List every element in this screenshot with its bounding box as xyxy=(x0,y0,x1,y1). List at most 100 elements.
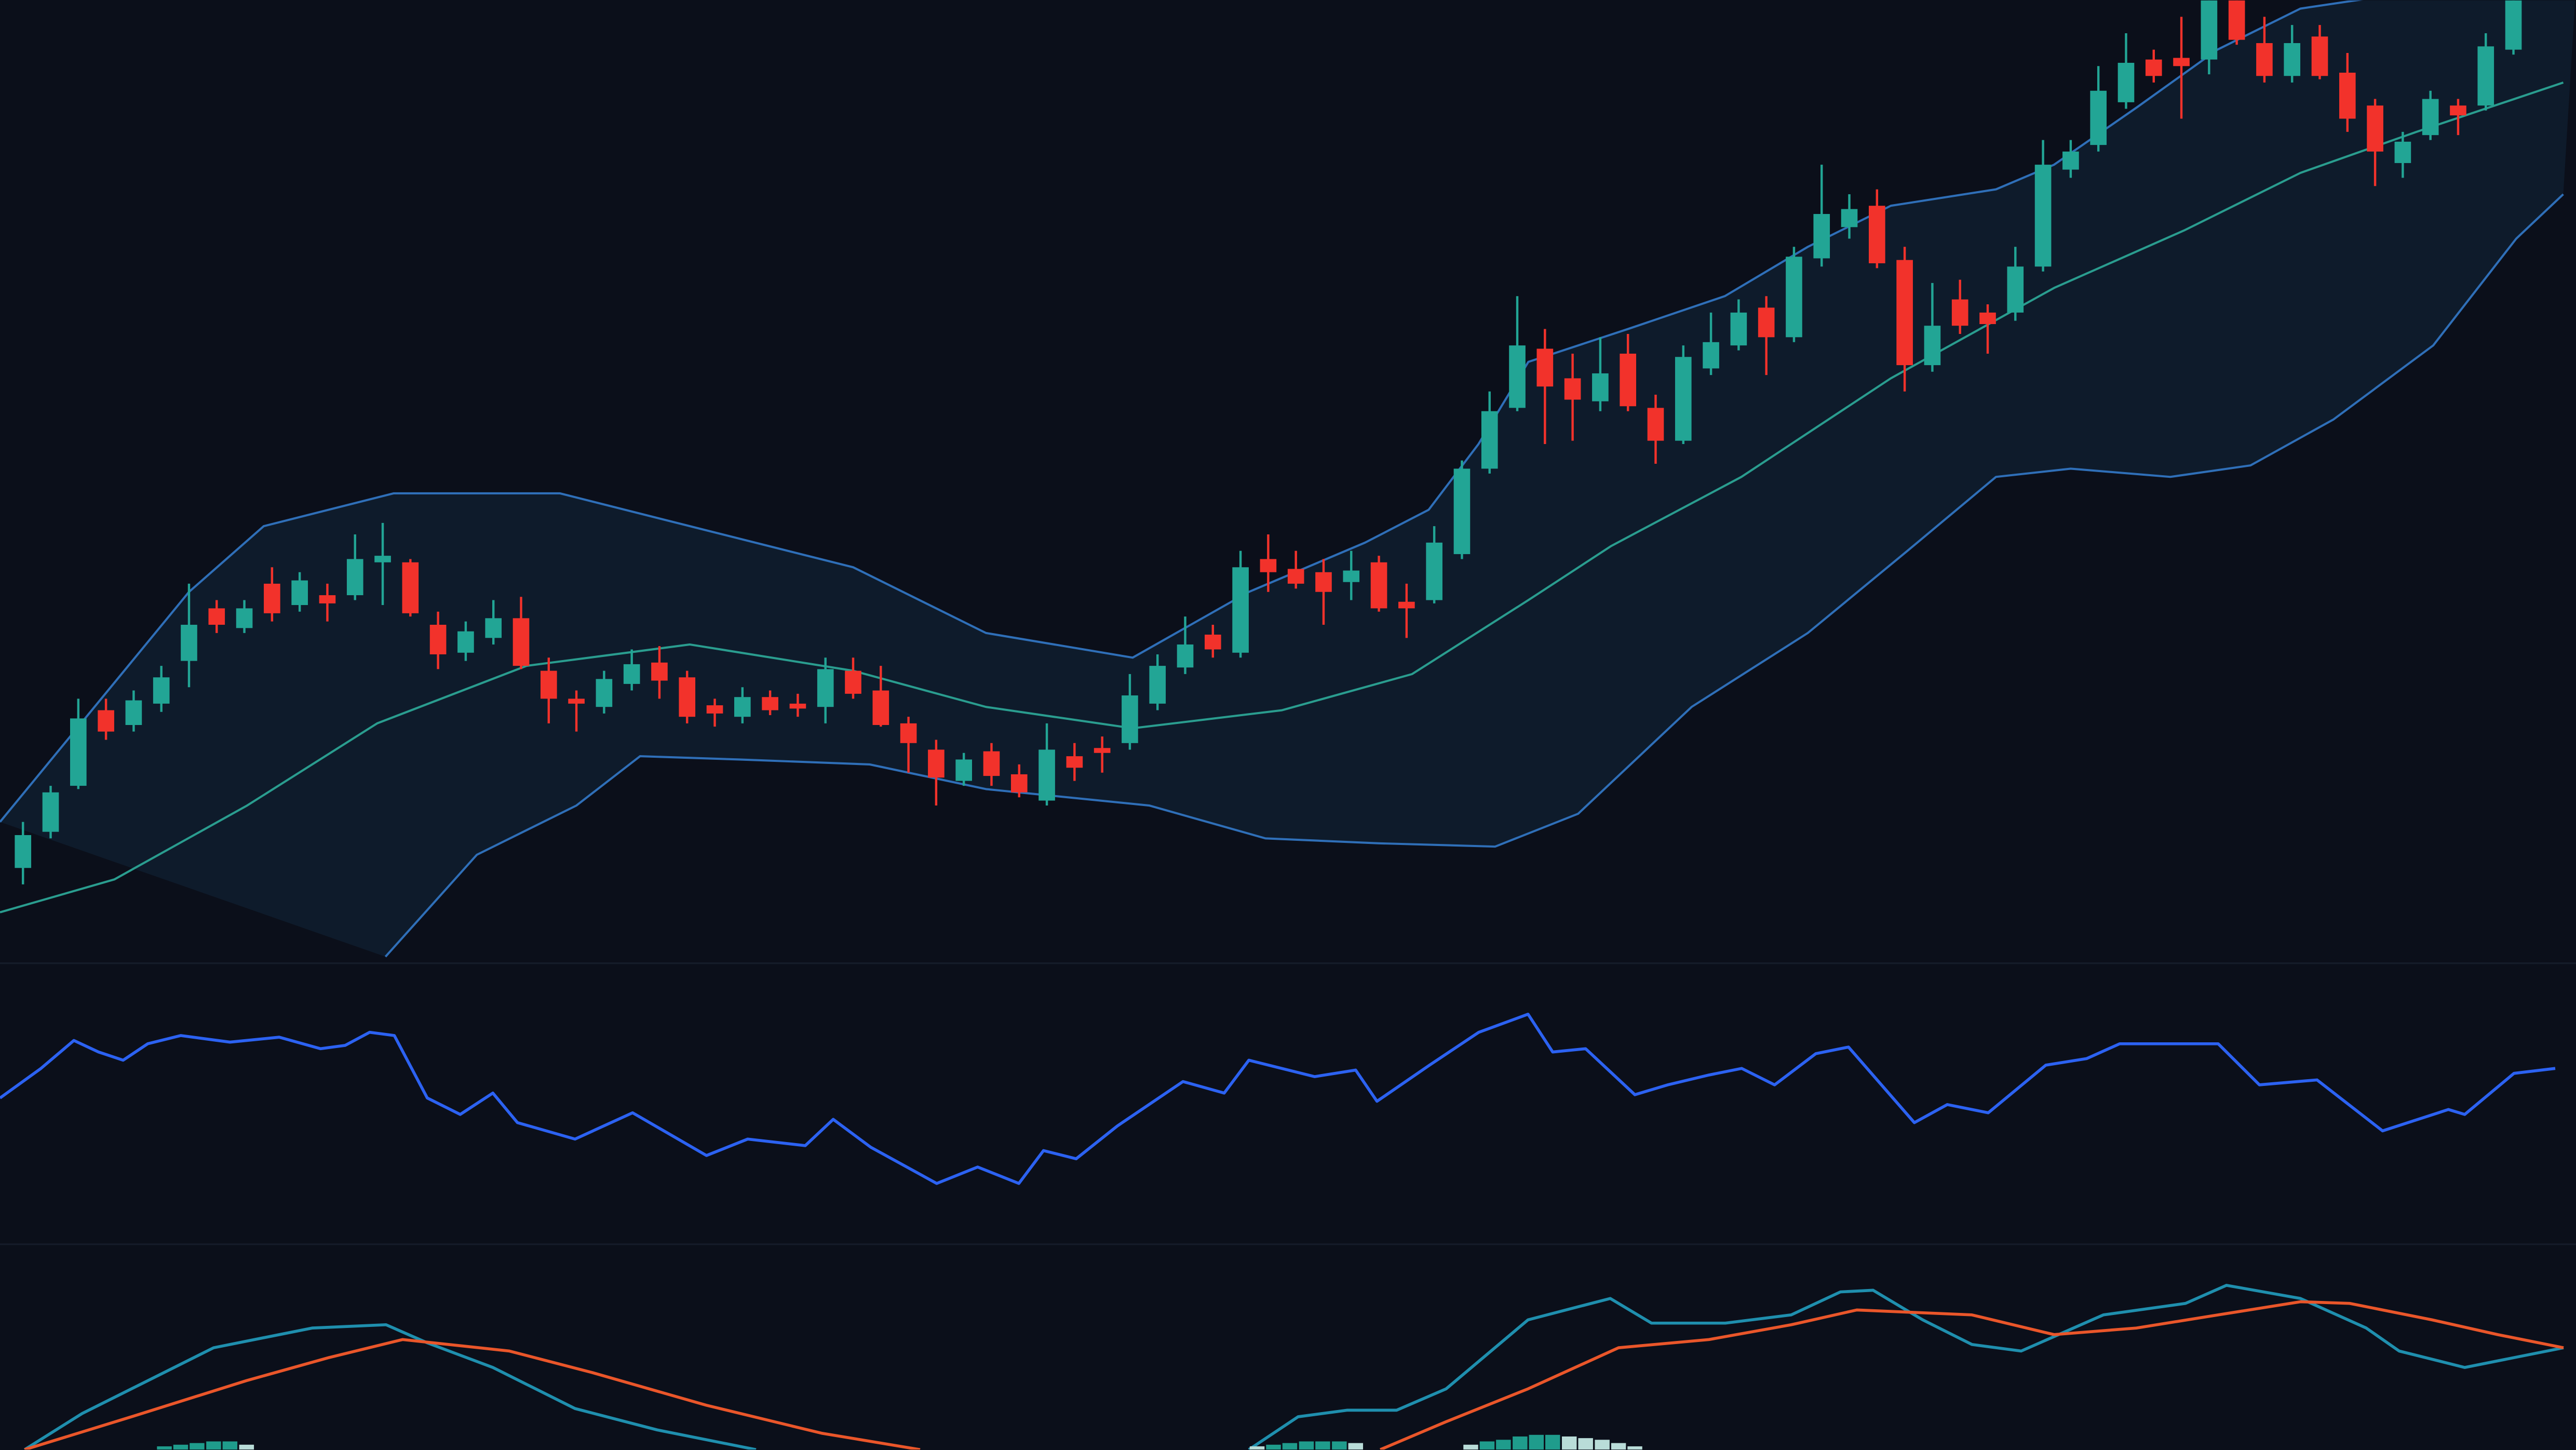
indicator-line xyxy=(0,81,2564,914)
candle-body xyxy=(1869,206,1885,263)
candle-body xyxy=(70,718,87,786)
candle-body xyxy=(2505,0,2522,50)
histogram-bar xyxy=(1315,1441,1330,1450)
candle-body xyxy=(42,792,59,832)
candle-body xyxy=(374,556,391,562)
candle-body xyxy=(1122,695,1138,743)
candle-body xyxy=(1786,257,1802,338)
candle-body xyxy=(1896,260,1913,366)
candle-body xyxy=(1094,748,1111,753)
histogram-bar xyxy=(1513,1436,1528,1450)
candle-body xyxy=(2422,99,2439,136)
indicator-line xyxy=(24,1300,2564,1450)
histogram-bar xyxy=(1249,1446,1265,1450)
candle-body xyxy=(125,700,142,725)
candle-body xyxy=(2228,0,2245,40)
candle-body xyxy=(983,751,1000,776)
candle-body xyxy=(706,705,723,714)
candle-body xyxy=(2034,165,2052,267)
candle-body xyxy=(2367,105,2383,152)
histogram-bar xyxy=(1463,1444,1478,1450)
candle-body xyxy=(817,669,834,707)
histogram-bar xyxy=(1529,1434,1544,1450)
histogram-bar xyxy=(1266,1444,1281,1450)
candle-body xyxy=(1426,542,1442,600)
candle-body xyxy=(319,595,336,603)
candle-body xyxy=(15,835,32,868)
candle-body xyxy=(2256,43,2273,76)
candle-body xyxy=(596,679,613,707)
candle-body xyxy=(1039,749,1055,801)
candle-body xyxy=(264,583,280,613)
candle-body xyxy=(2090,90,2107,145)
candle-body xyxy=(1758,307,1775,338)
histogram-bar xyxy=(1595,1440,1610,1450)
candle-body xyxy=(2284,43,2301,76)
candle-body xyxy=(2145,59,2162,76)
candle-body xyxy=(1841,209,1858,227)
candle-body xyxy=(540,670,557,699)
candle-body xyxy=(236,608,253,628)
candle-body xyxy=(2477,46,2494,106)
candle-body xyxy=(1398,601,1415,609)
candle-body xyxy=(1343,570,1360,582)
candle-body xyxy=(651,662,668,681)
histogram-bar xyxy=(1611,1443,1626,1450)
candle-body xyxy=(1730,312,1747,346)
candle-body xyxy=(568,699,585,704)
candle-body xyxy=(402,562,419,613)
candle-body xyxy=(1951,299,1968,326)
histogram-bar xyxy=(1578,1438,1593,1450)
histogram-bar xyxy=(1332,1441,1347,1450)
candle-body xyxy=(1260,559,1277,572)
histogram-bar xyxy=(1348,1443,1364,1450)
candle-body xyxy=(2007,266,2024,313)
candle-body xyxy=(1287,569,1304,584)
candle-body xyxy=(346,559,363,596)
candle-body xyxy=(291,580,308,606)
candle-body xyxy=(955,759,972,781)
histogram-bar xyxy=(239,1444,254,1450)
candle-body xyxy=(1620,353,1637,407)
candle-body xyxy=(1703,342,1719,369)
candle-body xyxy=(1177,644,1194,668)
candle-body xyxy=(98,710,114,732)
indicator-line xyxy=(384,193,2564,958)
candle-body xyxy=(623,664,640,684)
candle-body xyxy=(2339,72,2356,119)
candle-body xyxy=(1204,634,1221,650)
candle-body xyxy=(1315,572,1332,592)
candle-body xyxy=(1481,411,1498,469)
candle-body xyxy=(1924,326,1941,366)
candle-body xyxy=(2201,0,2218,60)
candle-body xyxy=(1370,562,1387,609)
candle-body xyxy=(512,618,530,666)
histogram-bar xyxy=(1299,1441,1314,1450)
histogram-bar xyxy=(206,1441,221,1450)
candle-body xyxy=(1453,468,1471,554)
candle-body xyxy=(1536,348,1554,387)
candle-body xyxy=(1647,408,1664,441)
candle-body xyxy=(1010,774,1028,793)
histogram-bar xyxy=(1479,1441,1495,1450)
candle-body xyxy=(1149,666,1166,704)
candle-body xyxy=(2450,105,2466,116)
band-fill xyxy=(0,0,2575,957)
candle-body xyxy=(1813,214,1830,259)
histogram-bar xyxy=(1561,1436,1577,1450)
histogram-bar xyxy=(173,1444,188,1450)
candle-body xyxy=(789,703,806,709)
macd-panel xyxy=(23,1284,2564,1450)
candle-body xyxy=(1232,567,1249,653)
candle-body xyxy=(679,677,696,717)
candle-body xyxy=(2173,58,2190,66)
histogram-bar xyxy=(1627,1446,1642,1450)
candle-body xyxy=(1592,373,1609,401)
candle-body xyxy=(485,618,502,638)
candle-body xyxy=(1979,312,1996,325)
candle-body xyxy=(762,697,778,710)
histogram-bar xyxy=(1496,1440,1511,1450)
histogram-bar xyxy=(1282,1443,1298,1450)
candle-body xyxy=(1066,756,1083,768)
